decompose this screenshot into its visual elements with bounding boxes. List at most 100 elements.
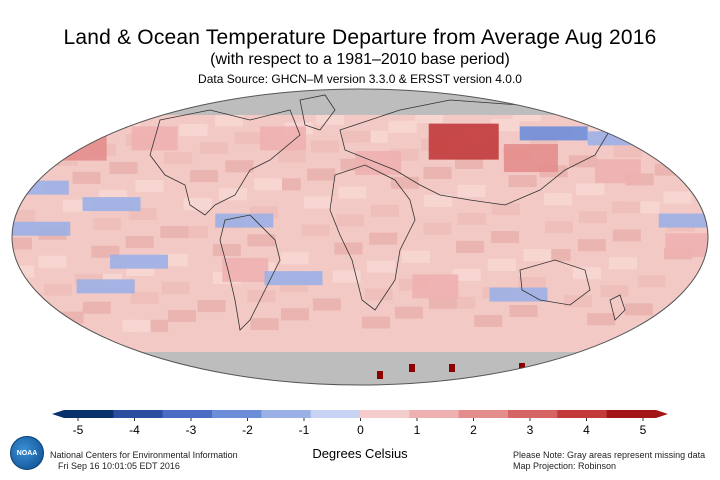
anomaly-cell [199,142,228,155]
cool-anomaly-region [110,254,169,269]
cool-anomaly-region [264,271,323,286]
cool-anomaly-region [82,197,141,212]
anomaly-cell [457,212,486,225]
cool-anomaly-region [489,287,548,302]
anomaly-cell [334,242,363,255]
scale-segment [113,410,164,418]
warm-anomaly-region [594,159,641,184]
anomaly-cell [578,211,607,224]
anomaly-cell [72,171,101,184]
anomaly-cell [190,170,219,183]
anomaly-cell [608,257,637,270]
scale-segment [64,410,114,418]
scale-tick-label: -2 [242,423,253,437]
anomaly-cell [197,300,226,313]
anomaly-cell [523,249,552,262]
scale-arrow-left [52,410,64,418]
anomaly-cell [613,145,642,158]
anomaly-cell [332,270,361,283]
anomaly-cell [612,201,641,214]
warm-anomaly-region [665,233,708,258]
anomaly-cell [612,229,641,242]
continent-outline [149,109,301,216]
scale-tick-label: -3 [186,423,197,437]
data-source: Data Source: GHCN–M version 3.3.0 & ERSS… [198,72,522,86]
anomaly-cell [455,157,484,169]
scale-tick-label: 1 [414,423,421,437]
anomaly-cell [394,306,423,319]
anomaly-cell [43,283,72,296]
anomaly-cell [369,232,398,245]
scale-segment [162,410,213,418]
anomaly-cell [544,193,573,206]
anomaly-cell [508,175,537,188]
anomaly-cell [122,319,151,332]
antarctic-warm-spot [377,371,383,379]
anomaly-cell [452,268,481,281]
globe-border [11,88,709,386]
anomaly-cell [637,275,666,288]
anomaly-cell [12,209,36,222]
anomaly-cell [544,221,573,234]
scale-tick-label: 2 [470,423,477,437]
anomaly-cell [456,240,485,253]
anomaly-cell [301,224,330,237]
anomaly-cell [218,188,247,201]
anomaly-cell [370,204,399,217]
scale-segment [557,410,608,418]
anomaly-cell [518,277,547,290]
map-subtitle: (with respect to a 1981–2010 base period… [210,51,510,68]
antarctic-warm-spot [409,364,415,372]
anomaly-cell [457,184,486,197]
anomaly-cell [281,308,310,321]
continent-outline [339,99,611,206]
cool-anomaly-region [519,126,588,141]
anomaly-cell [277,150,306,163]
anomaly-cell [367,260,396,273]
scale-tick-label: -1 [299,423,310,437]
anomaly-cell [38,255,67,268]
anomaly-cell [167,309,196,322]
scale-tick-label: -5 [73,423,84,437]
anomaly-cell [423,222,452,235]
anomaly-cell [364,288,393,301]
anomaly-cell [576,183,605,196]
scale-segment [606,410,657,418]
anomaly-cell [91,245,120,258]
continent-outline [519,259,591,306]
cool-anomaly-region [658,213,708,228]
anomaly-cell [587,313,616,326]
projection-label: Map Projection: Robinson [513,461,617,471]
warm-anomaly-region [412,274,459,299]
anomaly-cell [600,285,629,298]
scale-segment [360,410,410,418]
noaa-logo: NOAA [10,436,44,470]
anomaly-cell [183,198,212,211]
anomaly-cell [428,296,457,309]
cool-anomaly-region [12,221,71,236]
anomaly-cell [135,180,164,193]
warm-anomaly-region [503,144,558,173]
anomaly-cell [338,186,367,199]
antarctic-warm-spot [519,363,525,371]
anomaly-cell [93,217,122,230]
anomaly-cell [130,291,159,304]
anomaly-cell [254,178,283,191]
anomaly-cell [361,316,390,329]
anomaly-cell [247,234,276,247]
anomaly-cell [423,166,452,179]
anomaly-cell [424,194,453,207]
anomaly-cell [487,258,516,271]
scale-arrow-right [656,410,668,418]
anomaly-cell [161,281,190,294]
anomaly-cell [312,298,341,311]
anomaly-cell [474,314,503,327]
anomaly-cell [247,290,276,303]
organization-label: National Centers for Environmental Infor… [50,450,238,460]
anomaly-cell [310,140,339,153]
anomaly-cell [624,303,653,316]
scale-tick-label: 3 [527,423,534,437]
anomaly-cell [234,132,263,145]
anomaly-cell [491,231,519,243]
